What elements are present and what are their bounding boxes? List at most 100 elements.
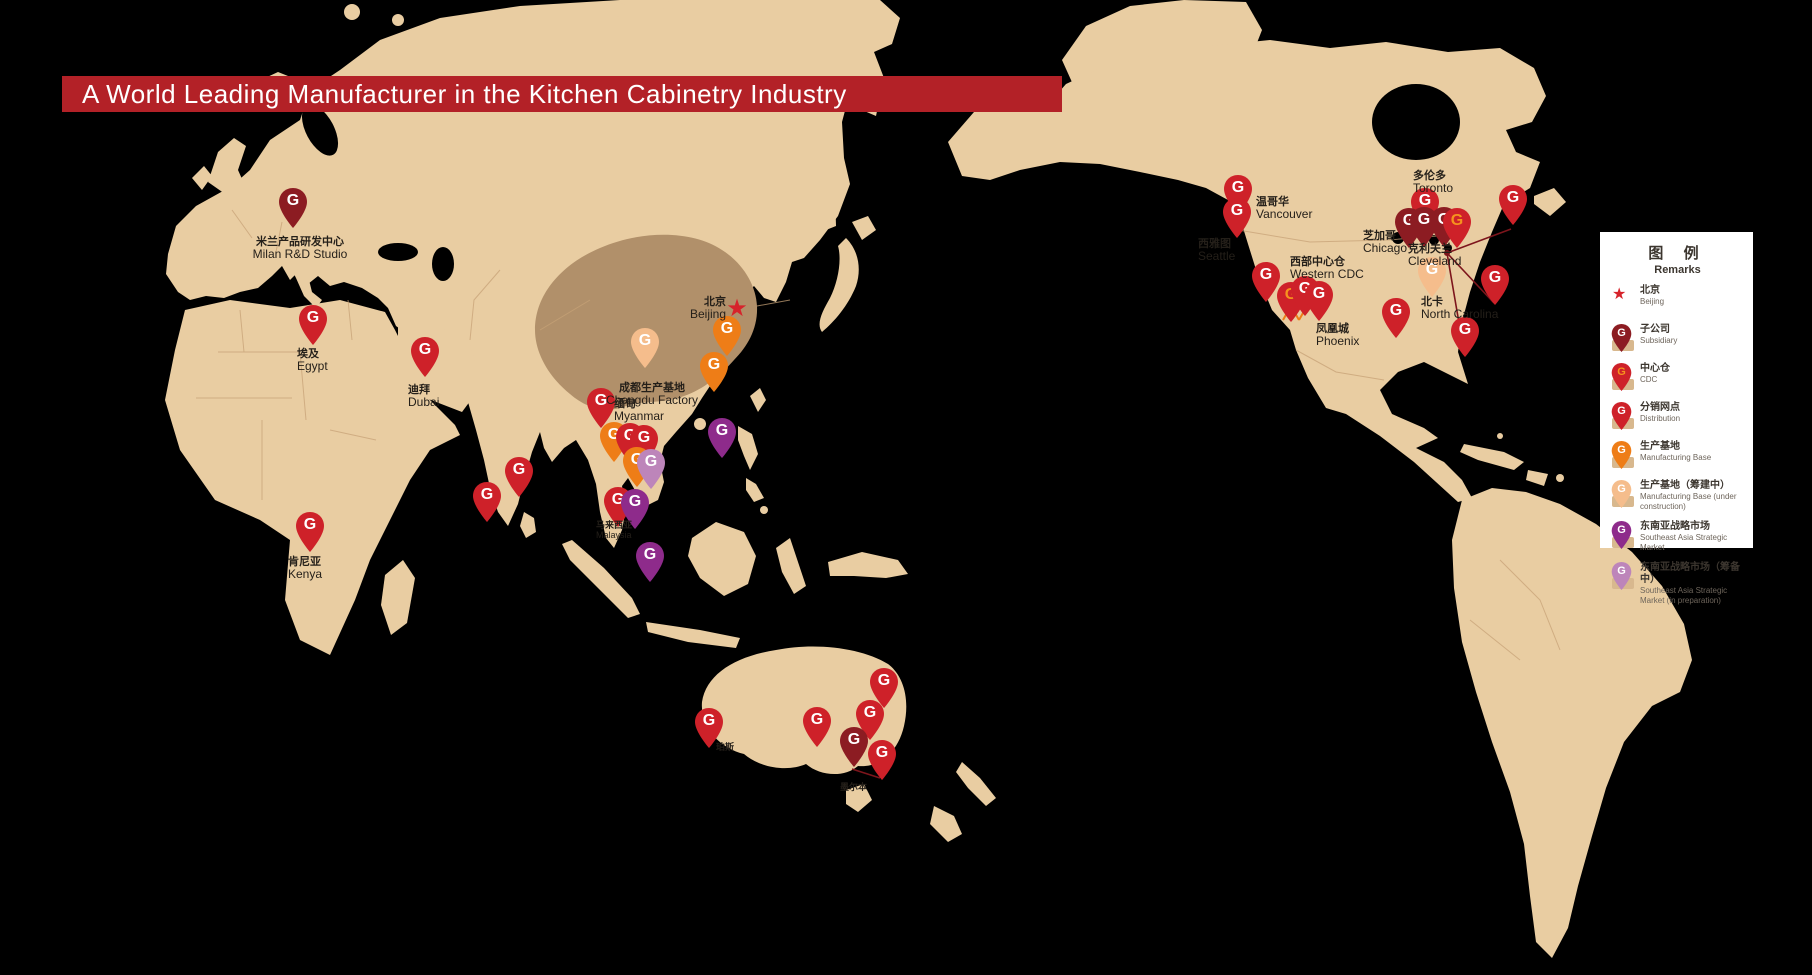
label-en: Seattle [1198, 249, 1236, 264]
legend-label-en: Manufacturing Base [1640, 453, 1712, 462]
map-pin-sea_market_prep-vietnam-prep: G [636, 449, 666, 489]
legend-item-text: 子公司 Subsidiary [1640, 324, 1677, 346]
map-label: 芝加哥 Chicago [1363, 230, 1407, 256]
map-label: 埃及 Egypt [297, 348, 328, 374]
legend-item-sea_market: G 东南亚战略市场 Southeast Asia Strategic Market [1610, 521, 1745, 553]
label-zh: 米兰产品研发中心 [256, 236, 344, 248]
route-lines [851, 228, 1512, 779]
legend-label-en: Southeast Asia Strategic Market (in prep… [1640, 586, 1728, 605]
map-label: 北卡 North Carolina [1421, 296, 1498, 322]
map-pin-distribution-myanmar: G [586, 388, 616, 428]
label-en: Cleveland [1408, 254, 1462, 269]
label-en: Beijing [689, 307, 726, 322]
map-label: 珀斯 [716, 742, 734, 752]
legend-title-en: Remarks [1654, 264, 1701, 276]
label-zh: 缅甸 [614, 398, 636, 410]
banner-title: A World Leading Manufacturer in the Kitc… [82, 78, 847, 109]
legend-item-text: 生产基地 Manufacturing Base [1640, 441, 1711, 463]
label-zh: 温哥华 [1256, 196, 1289, 208]
map-label: 西雅图 Seattle [1198, 238, 1235, 264]
label-zh: 西雅图 [1198, 238, 1231, 250]
map-pin-distribution-dubai: G [410, 337, 440, 377]
continents [165, 0, 1692, 958]
map-label: 多伦多 Toronto [1413, 170, 1453, 196]
legend-title-zh: 图 例 [1648, 245, 1707, 262]
label-zh: 西部中心仓 [1290, 256, 1345, 268]
legend-label-en: CDC [1640, 375, 1658, 384]
map-label: 马来西亚 Malaysia [596, 520, 632, 540]
label-zh: 北卡 [1421, 296, 1443, 308]
legend-label-en: Manufacturing Base (under construction) [1640, 492, 1737, 511]
label-en: Chicago [1363, 241, 1408, 256]
label-en: North Carolina [1421, 307, 1499, 322]
legend-item-cdc: G 中心仓 CDC [1610, 363, 1745, 393]
legend-label-zh: 北京 [1640, 285, 1660, 296]
label-zh: 埃及 [297, 348, 319, 360]
legend-item-manufacturing: G 生产基地 Manufacturing Base [1610, 441, 1745, 471]
legend-label-zh: 分销网点 [1640, 402, 1680, 413]
map-label: 凤凰城 Phoenix [1316, 323, 1359, 349]
label-zh: 芝加哥 [1363, 230, 1396, 242]
label-zh: 克利夫兰 [1408, 243, 1452, 255]
title-banner: A World Leading Manufacturer in the Kitc… [62, 76, 1062, 112]
legend-label-zh: 东南亚战略市场 [1640, 521, 1710, 532]
legend-label-en: Subsidiary [1640, 336, 1678, 345]
sea_market-pin-icon: G [1610, 521, 1640, 551]
label-en: Toronto [1413, 181, 1454, 196]
map-label: 成都生产基地 Chengdu Factory [606, 382, 698, 408]
map-label: 克利夫兰 Cleveland [1408, 243, 1461, 269]
map-pin-distribution-arizona: G [1304, 281, 1334, 321]
map-label: 缅甸 Myanmar [614, 398, 664, 424]
legend-item-sea_market_prep: G 东南亚战略市场（筹备中） Southeast Asia Strategic Ma… [1610, 562, 1745, 606]
legend-item-text: 北京 Beijing [1640, 285, 1664, 307]
map-label: 迪拜 Dubai [408, 384, 439, 410]
legend-item-subsidiary: G 子公司 Subsidiary [1610, 324, 1745, 354]
legend-label-en: Beijing [1640, 297, 1665, 306]
cdc-pin-icon: G [1610, 363, 1640, 393]
map-label: 墨尔本 [840, 782, 867, 792]
map-pin-distribution-bermuda: G [1480, 265, 1510, 305]
legend-item-star: ★ 北京 Beijing [1610, 285, 1745, 315]
label-en: Western CDC [1290, 267, 1364, 282]
legend-item-text: 生产基地（筹建中） Manufacturing Base (under const… [1640, 480, 1744, 512]
beijing-star-icon: ★ [726, 295, 748, 322]
map-pin-distribution-perth: G [694, 708, 724, 748]
legend-item-manufacturing_uc: G 生产基地（筹建中） Manufacturing Base (under cons… [1610, 480, 1745, 512]
map-pin-manufacturing-southeast-china: G [699, 352, 729, 392]
label-zh: 迪拜 [408, 384, 430, 396]
legend-label-en: Distribution [1640, 414, 1681, 423]
label-en: Dubai [408, 395, 440, 410]
legend-label-zh: 生产基地 [1640, 441, 1680, 452]
label-en: Egypt [297, 359, 328, 374]
legend-label-en: Southeast Asia Strategic Market [1640, 533, 1728, 552]
legend-item-text: 东南亚战略市场 Southeast Asia Strategic Market [1640, 521, 1744, 553]
label-zh: 北京 [704, 296, 726, 308]
map-pin-manufacturing-east-china: G [712, 316, 742, 356]
legend-label-zh: 中心仓 [1640, 363, 1670, 374]
label-zh: 马来西亚 [596, 520, 633, 530]
legend-label-zh: 东南亚战略市场（筹备中） [1640, 562, 1740, 585]
sea_market_prep-pin-icon: G [1610, 562, 1640, 592]
label-zh: 珀斯 [716, 742, 735, 752]
label-en: Vancouver [1256, 207, 1313, 222]
manufacturing-pin-icon: G [1610, 441, 1640, 471]
map-pin-subsidiary-milan: G [278, 188, 308, 228]
map-pin-distribution-north-california: G [1251, 262, 1281, 302]
map-pin-distribution-brisbane: G [869, 668, 899, 708]
map-label: 北京 Beijing [690, 296, 726, 322]
inland-seas [301, 84, 1460, 281]
map-label: 肯尼亚 Kenya [288, 556, 322, 582]
label-en: Kenya [288, 567, 323, 582]
legend-items: ★ 北京 Beijing G 子公司 Subsidiary G 中心仓 CDC G 分销网点 D… [1610, 285, 1745, 606]
map-pin-distribution-atlantic-northeast: G [1498, 185, 1528, 225]
map-pin-sea_market-philippines: G [707, 418, 737, 458]
map-pin-distribution-tasman: G [867, 740, 897, 780]
map-pin-manufacturing_uc-chengdu: G [630, 328, 660, 368]
distribution-pin-icon: G [1610, 402, 1640, 432]
label-en: Phoenix [1316, 334, 1360, 349]
label-en: Milan R&D Studio [252, 247, 348, 262]
map-pin-subsidiary-melbourne: G [839, 727, 869, 767]
map-pin-sea_market-indonesia: G [635, 542, 665, 582]
label-zh: 多伦多 [1413, 170, 1446, 182]
